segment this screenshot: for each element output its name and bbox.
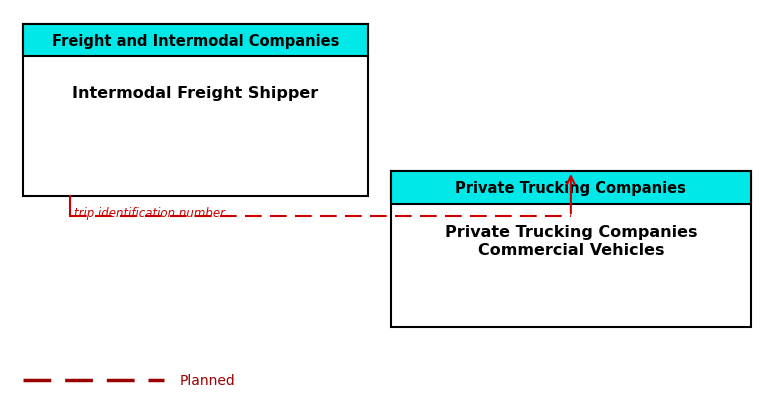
Text: trip identification number: trip identification number xyxy=(74,206,225,219)
Text: Private Trucking Companies
Commercial Vehicles: Private Trucking Companies Commercial Ve… xyxy=(445,225,697,257)
Bar xyxy=(23,25,368,196)
Text: Private Trucking Companies: Private Trucking Companies xyxy=(455,181,687,196)
Bar xyxy=(391,172,751,204)
Text: Planned: Planned xyxy=(180,373,235,387)
Text: Freight and Intermodal Companies: Freight and Intermodal Companies xyxy=(52,34,339,48)
Bar xyxy=(391,172,751,327)
Text: Intermodal Freight Shipper: Intermodal Freight Shipper xyxy=(73,86,318,101)
Bar xyxy=(23,25,368,57)
